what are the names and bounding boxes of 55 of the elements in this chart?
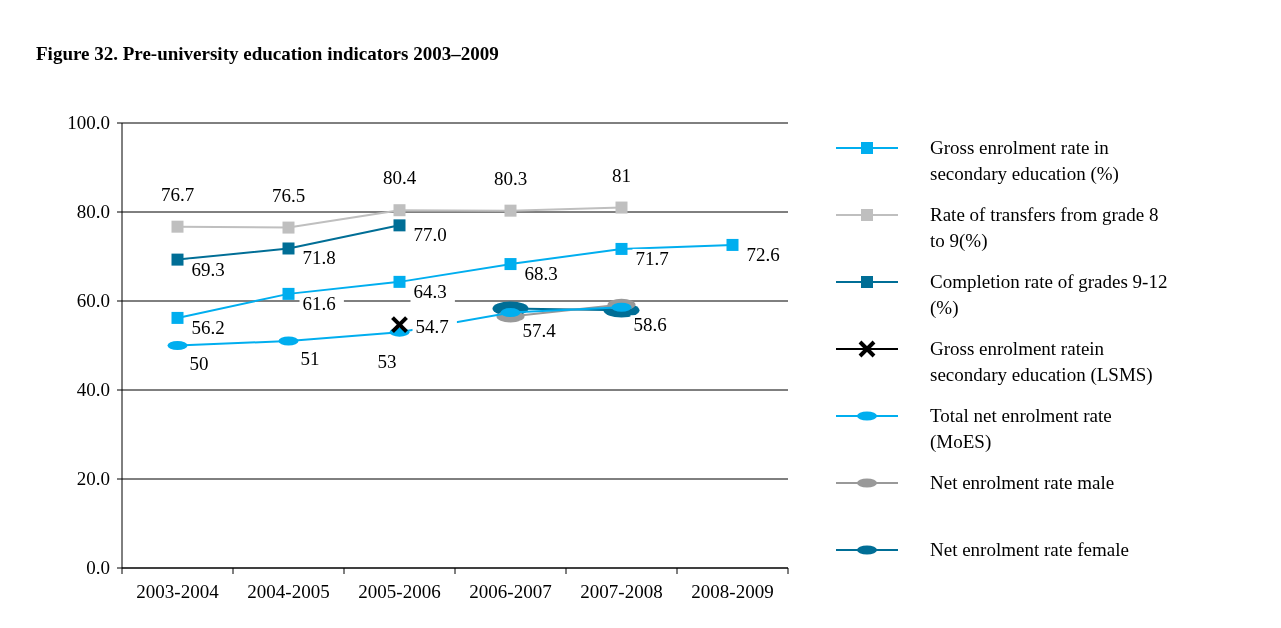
- legend-label: Gross enrolment rate in secondary education (%): [930, 137, 1119, 185]
- data-label: 72.6: [746, 243, 780, 265]
- y-tick-label: 80.0: [76, 201, 110, 222]
- data-label: 61.6: [302, 292, 336, 314]
- legend-label: Net enrolment rate male: [930, 472, 1115, 493]
- x-tick-label: 2008-2009: [691, 581, 774, 602]
- point: [393, 275, 406, 288]
- data-label: 64.3: [413, 280, 447, 302]
- y-tick-label: 100.0: [67, 112, 110, 133]
- data-label: 54.7: [415, 315, 449, 337]
- data-label: 56.2: [191, 316, 225, 338]
- legend-label: Rate of transfers from grade 8 to 9(%): [930, 204, 1159, 252]
- data-label: 69.3: [191, 258, 225, 280]
- data-label: 68.3: [524, 263, 558, 285]
- y-tick-label: 40.0: [76, 379, 110, 400]
- point: [171, 253, 184, 266]
- data-label: 80.4: [382, 167, 417, 189]
- chart-title: Figure 32. Pre-university education indicators 2003–2009: [36, 43, 499, 64]
- data-label: 58.6: [633, 314, 667, 336]
- data-label: 76.5: [271, 184, 306, 206]
- data-label: 80.3: [493, 167, 528, 189]
- point: [393, 219, 406, 232]
- y-tick-label: 20.0: [76, 468, 110, 489]
- legend-label: Gross enrolment ratein secondary education (LSMS): [930, 338, 1153, 386]
- point: [504, 204, 517, 217]
- data-label: 53: [377, 351, 397, 373]
- x-tick-label: 2003-2004: [136, 581, 220, 602]
- data-label: 71.8: [302, 247, 336, 269]
- point: [282, 242, 295, 255]
- data-label: 81: [612, 164, 631, 186]
- legend-label: Net enrolment rate female: [930, 539, 1129, 560]
- legend-label: Total net enrolment rate (MoES): [930, 405, 1112, 453]
- point: [393, 204, 406, 217]
- x-tick-label: 2006-2007: [469, 581, 552, 602]
- x-tick-label: 2004-2005: [247, 581, 330, 602]
- point: [504, 258, 517, 271]
- data-label: 77.0: [413, 224, 447, 246]
- point: [171, 311, 184, 324]
- data-label: 57.4: [522, 319, 557, 341]
- x-tick-label: 2007-2008: [580, 581, 663, 602]
- point: [282, 287, 295, 300]
- point: [171, 220, 184, 233]
- data-label: 76.7: [160, 183, 195, 205]
- point: [390, 315, 409, 334]
- data-label: 50: [189, 352, 209, 374]
- point: [282, 221, 295, 234]
- legend-label: Completion rate of grades 9-12 (%): [930, 271, 1168, 319]
- point: [615, 242, 628, 255]
- point: [726, 238, 739, 251]
- data-label: 51: [300, 348, 320, 370]
- y-tick-label: 0.0: [86, 557, 110, 578]
- data-label: 71.7: [635, 247, 669, 269]
- y-tick-label: 60.0: [76, 290, 110, 311]
- point: [615, 201, 628, 214]
- x-tick-label: 2005-2006: [358, 581, 441, 602]
